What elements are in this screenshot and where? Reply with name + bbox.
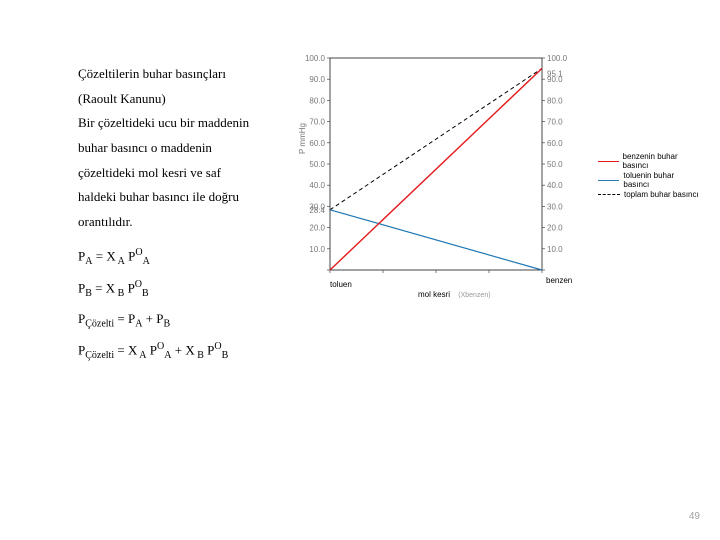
eq-sub: Çözelti [85, 350, 114, 361]
svg-text:20.0: 20.0 [309, 224, 325, 233]
svg-text:40.0: 40.0 [309, 181, 325, 190]
eq-text: X [128, 343, 137, 358]
svg-text:40.0: 40.0 [547, 181, 563, 190]
raoult-chart: 10.010.020.020.030.030.040.040.050.050.0… [300, 54, 700, 344]
eq-text: P [125, 248, 135, 263]
equation-3: PÇözelti = PA + PB [78, 307, 308, 334]
svg-text:80.0: 80.0 [309, 96, 325, 105]
svg-text:60.0: 60.0 [547, 139, 563, 148]
eq-text: = [114, 343, 128, 358]
page-number: 49 [689, 511, 700, 522]
svg-text:30.0: 30.0 [547, 202, 563, 211]
svg-text:100.0: 100.0 [305, 54, 326, 63]
svg-text:80.0: 80.0 [547, 96, 563, 105]
eq-sub: B [85, 288, 92, 299]
eq-text: P [204, 343, 214, 358]
eq-text: = [114, 311, 128, 326]
x-center-label: mol kesri (Xbenzen) [418, 290, 491, 299]
eq-text: + [171, 343, 185, 358]
equation-1: PA = X A POA [78, 243, 308, 271]
subtitle: (Raoult Kanunu) [78, 87, 308, 112]
eq-sub: A [143, 256, 150, 267]
eq-sub: Çözelti [85, 318, 114, 329]
svg-text:95.1: 95.1 [547, 69, 563, 78]
para-5: orantılıdır. [78, 210, 308, 235]
chart-legend: benzenin buhar basıncıtoluenin buhar bas… [598, 152, 700, 200]
eq-sub: B [115, 288, 124, 299]
eq-text: X [106, 248, 115, 263]
legend-row: benzenin buhar basıncı [598, 152, 700, 170]
svg-text:50.0: 50.0 [547, 160, 563, 169]
svg-text:28.4: 28.4 [309, 206, 325, 215]
y-axis-title: P mmHg [298, 123, 307, 154]
eq-text: = [92, 280, 106, 295]
eq-text: + [142, 311, 156, 326]
svg-text:70.0: 70.0 [547, 118, 563, 127]
eq-sub: B [164, 318, 171, 329]
mol-kesri: mol kesri [418, 290, 450, 299]
svg-text:20.0: 20.0 [547, 224, 563, 233]
legend-label: benzenin buhar basıncı [623, 152, 701, 170]
x-right-label: benzen [546, 276, 572, 285]
eq-text: X [106, 280, 115, 295]
para-2: buhar basıncı o maddenin [78, 136, 308, 161]
para-1: Bir çözeltideki ucu bir maddenin [78, 111, 308, 136]
legend-swatch [598, 194, 620, 195]
equation-2: PB = X B POB [78, 275, 308, 303]
equation-4: PÇözelti = X A POA + X B POB [78, 337, 308, 365]
para-4: haldeki buhar basıncı ile doğru [78, 185, 308, 210]
eq-sub: A [137, 350, 146, 361]
svg-text:10.0: 10.0 [309, 245, 325, 254]
eq-text: = [92, 248, 106, 263]
eq-sup: O [214, 341, 221, 352]
para-3: çözeltideki mol kesri ve saf [78, 161, 308, 186]
eq-sub: B [195, 350, 204, 361]
eq-text: P [147, 343, 157, 358]
eq-sub: A [116, 256, 125, 267]
eq-sub: B [142, 288, 149, 299]
eq-sup: O [135, 247, 142, 258]
legend-swatch [598, 180, 619, 181]
legend-row: toplam buhar basıncı [598, 190, 700, 199]
text-column: Çözeltilerin buhar basınçları (Raoult Ka… [78, 62, 308, 365]
eq-text: P [124, 280, 134, 295]
legend-label: toplam buhar basıncı [624, 190, 699, 199]
legend-row: toluenin buhar basıncı [598, 171, 700, 189]
svg-text:60.0: 60.0 [309, 139, 325, 148]
eq-sup: O [135, 279, 142, 290]
svg-text:100.0: 100.0 [547, 54, 568, 63]
eq-text: P [156, 311, 163, 326]
mol-kesri-sub: (Xbenzen) [458, 292, 490, 299]
eq-sub: B [222, 350, 229, 361]
x-left-label: toluen [330, 280, 352, 289]
svg-text:50.0: 50.0 [309, 160, 325, 169]
eq-text: X [185, 343, 194, 358]
svg-text:70.0: 70.0 [309, 118, 325, 127]
legend-label: toluenin buhar basıncı [623, 171, 700, 189]
legend-swatch [598, 161, 619, 162]
title: Çözeltilerin buhar basınçları [78, 62, 308, 87]
svg-text:90.0: 90.0 [309, 75, 325, 84]
svg-text:10.0: 10.0 [547, 245, 563, 254]
